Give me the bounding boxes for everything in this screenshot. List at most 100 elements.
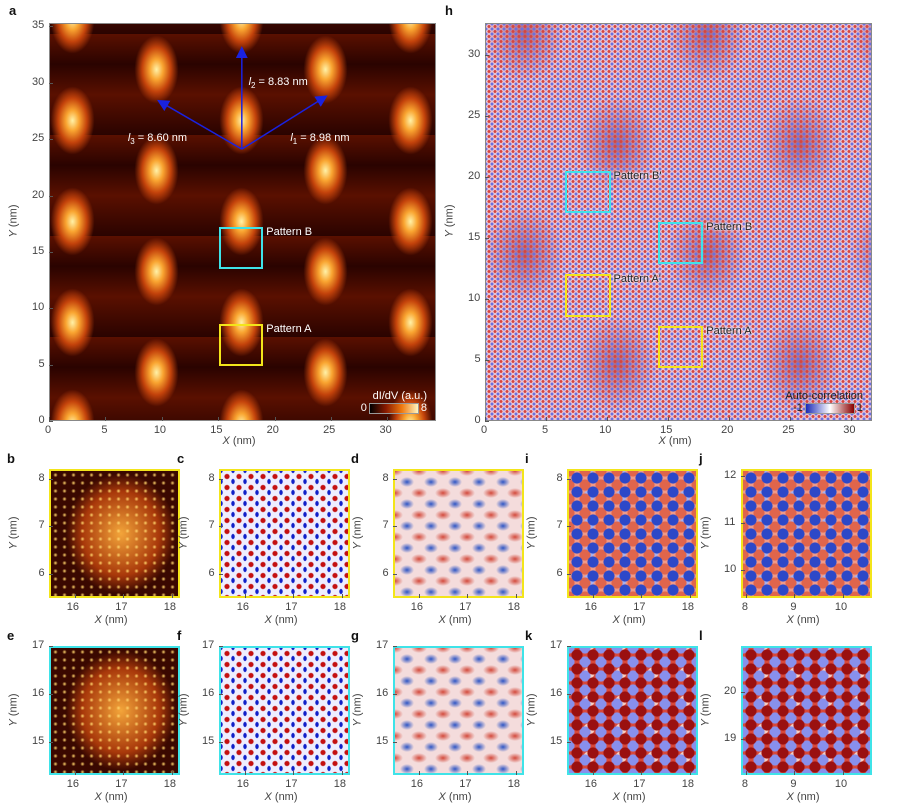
y-tick-label: 7 [556,519,563,532]
x-tick-label: 20 [721,424,734,436]
unit: (nm) [622,791,646,803]
y-tick-label: 11 [724,515,736,528]
x-tick-mark [274,417,276,421]
unit: (nm) [7,204,20,228]
unit: (nm) [622,614,646,626]
x-tick-mark [49,417,50,421]
x-tick-mark [546,417,548,421]
unit: (nm) [274,614,298,626]
y-tick-label: 6 [382,567,389,580]
value: = 8.83 nm [255,75,308,88]
x-tick-mark [218,417,220,421]
x-tick-mark [641,594,643,598]
panel-c-pattern-a [219,469,350,598]
x-tick-label: 9 [790,601,797,613]
x-tick-mark [790,417,792,421]
x-tick-label: 5 [101,424,108,436]
x-tick-label: 16 [410,601,423,613]
x-tick-mark [74,594,76,598]
colorbar-gradient [368,402,419,414]
y-tick-mark [567,646,571,647]
x-tick-label: 18 [507,601,520,613]
colorbar-max: 1 [856,402,863,414]
lattice-length-annotation: l2 = 8.83 nm [249,76,308,90]
lattice-length-annotation: l3 = 8.60 nm [128,132,187,146]
panel-label: e [7,628,15,643]
x-axis-label: X (nm) [95,791,128,803]
x-tick-mark [244,594,246,598]
y-axis-label: Y (nm) [178,516,190,549]
unit: (nm) [351,692,364,716]
y-tick-mark [741,739,745,741]
value: = 8.98 nm [297,132,350,145]
y-tick-label: 15 [550,734,563,747]
y-var: Y [525,718,538,727]
x-tick-label: 16 [66,601,79,613]
x-tick-label: 17 [285,778,298,790]
x-tick-label: 17 [285,601,298,613]
x-axis-label: X (nm) [787,791,820,803]
x-tick-label: 5 [542,424,549,436]
x-var: X [222,435,230,447]
panel-k-pattern-b [567,646,698,775]
x-axis-label: X (nm) [613,791,646,803]
y-tick-label: 17 [202,639,215,651]
x-tick-mark [689,771,691,775]
x-tick-mark [331,417,333,421]
x-var: X [786,791,794,803]
unit: (nm) [668,435,692,447]
x-tick-mark [592,594,594,598]
y-axis-label: Y (nm) [526,516,538,549]
y-tick-mark [485,54,489,56]
panel-j-pattern-a-prime [741,469,872,598]
x-tick-label: 15 [210,424,223,436]
unit: (nm) [448,614,472,626]
colorbar-title: Auto-correlation [785,390,863,402]
y-tick-mark [49,364,53,366]
x-tick-label: 18 [163,601,176,613]
y-tick-label: 5 [474,352,481,365]
unit: (nm) [274,791,298,803]
y-tick-mark [485,115,489,117]
region-label: Pattern A [706,324,752,337]
x-tick-label: 0 [481,424,488,436]
x-tick-label: 15 [660,424,673,436]
y-tick-label: 10 [32,301,45,314]
unit: (nm) [699,515,712,539]
y-tick-mark [49,26,53,28]
panel-label: c [177,451,185,466]
symbol: l [248,75,252,88]
x-tick-label: 8 [741,601,748,613]
y-var: Y [351,718,364,727]
x-tick-mark [641,771,643,775]
y-tick-mark [49,526,53,528]
unit: (nm) [177,515,190,539]
y-tick-label: 5 [38,357,45,370]
y-tick-label: 7 [38,519,45,532]
x-tick-label: 18 [333,601,346,613]
x-tick-label: 18 [681,601,694,613]
x-tick-mark [794,771,796,775]
y-tick-label: 8 [556,471,563,484]
y-tick-label: 15 [468,230,481,243]
y-tick-label: 6 [208,567,215,580]
x-tick-label: 8 [741,778,748,790]
unit: (nm) [177,692,190,716]
x-axis-label: X (nm) [439,791,472,803]
x-tick-label: 17 [459,778,472,790]
x-tick-label: 16 [584,778,597,790]
panel-label: d [351,451,359,466]
unit: (nm) [104,791,128,803]
y-tick-mark [567,478,571,480]
y-axis-label: Y (nm) [8,516,20,549]
y-tick-label: 15 [202,734,215,747]
y-tick-mark [393,693,397,695]
x-tick-label: 10 [153,424,167,436]
panel-label: j [699,451,703,466]
y-tick-label: 30 [468,47,481,60]
y-tick-label: 8 [208,471,215,484]
x-tick-mark [123,771,125,775]
x-tick-label: 16 [410,778,423,790]
x-tick-label: 18 [163,778,176,790]
